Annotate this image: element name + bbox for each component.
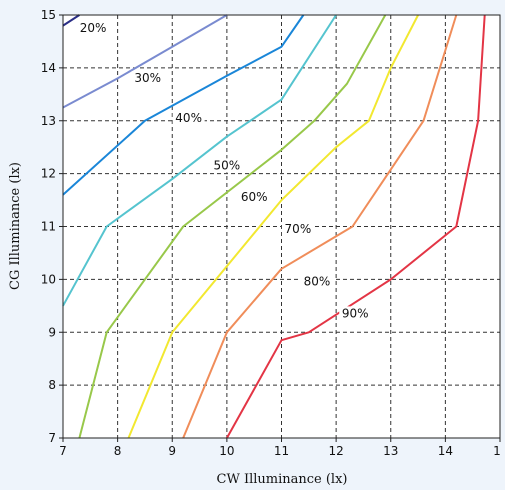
series-label-bg — [77, 20, 110, 35]
series-label: 60% — [241, 190, 268, 204]
x-tick-label: 8 — [114, 444, 122, 458]
series-line — [62, 14, 305, 196]
series-line — [78, 14, 387, 439]
series-label: 50% — [214, 158, 241, 172]
x-tick-label: 1 — [493, 444, 501, 458]
series-label: 80% — [304, 275, 331, 289]
y-tick-label: 14 — [41, 61, 56, 75]
series-label: 40% — [175, 111, 202, 125]
series-label-bg — [281, 221, 314, 236]
y-tick-label: 12 — [41, 167, 56, 181]
x-tick-label: 9 — [168, 444, 176, 458]
y-tick-label: 7 — [48, 431, 56, 445]
series-label-bg — [131, 71, 164, 86]
series-label-bg — [301, 274, 334, 289]
x-tick-label: 11 — [274, 444, 289, 458]
x-tick-label: 12 — [328, 444, 343, 458]
series-line — [62, 14, 228, 109]
series-label-bg — [210, 158, 243, 173]
series-line — [182, 14, 458, 439]
series-line — [127, 14, 419, 439]
x-tick-label: 10 — [219, 444, 234, 458]
series-labels: 20% 30% 40% 50% 60% 70% 80% 90% — [77, 20, 372, 321]
x-tick-label: 14 — [438, 444, 453, 458]
y-ticks: 7 8 9 10 11 12 13 14 15 — [41, 8, 63, 445]
series-label-bg — [339, 306, 372, 321]
x-tick-label: 13 — [383, 444, 398, 458]
y-tick-label: 10 — [41, 272, 56, 286]
grid-lines — [63, 15, 500, 438]
x-ticks: 7 8 9 10 11 12 13 14 1 — [59, 438, 501, 458]
series-label: 30% — [134, 71, 161, 85]
series-label: 20% — [80, 21, 107, 35]
series-label-bg — [172, 110, 205, 125]
y-tick-label: 11 — [41, 220, 56, 234]
y-tick-label: 9 — [48, 325, 56, 339]
series-line — [62, 14, 337, 307]
series-line — [226, 14, 486, 439]
series-line — [62, 14, 80, 27]
series-lines — [62, 14, 486, 439]
y-tick-label: 13 — [41, 114, 56, 128]
series-label: 70% — [285, 222, 312, 236]
series-label: 90% — [342, 306, 369, 320]
y-axis-title: CG Illuminance (lx) — [8, 162, 23, 290]
x-tick-label: 7 — [59, 444, 67, 458]
series-label-bg — [238, 190, 271, 205]
y-tick-label: 8 — [48, 378, 56, 392]
y-tick-label: 15 — [41, 8, 56, 22]
x-axis-title: CW Illuminance (lx) — [217, 472, 348, 487]
